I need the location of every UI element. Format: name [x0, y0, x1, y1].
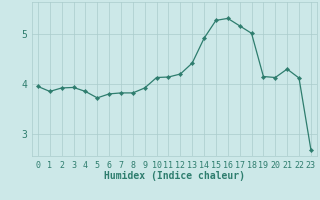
- X-axis label: Humidex (Indice chaleur): Humidex (Indice chaleur): [104, 171, 245, 181]
